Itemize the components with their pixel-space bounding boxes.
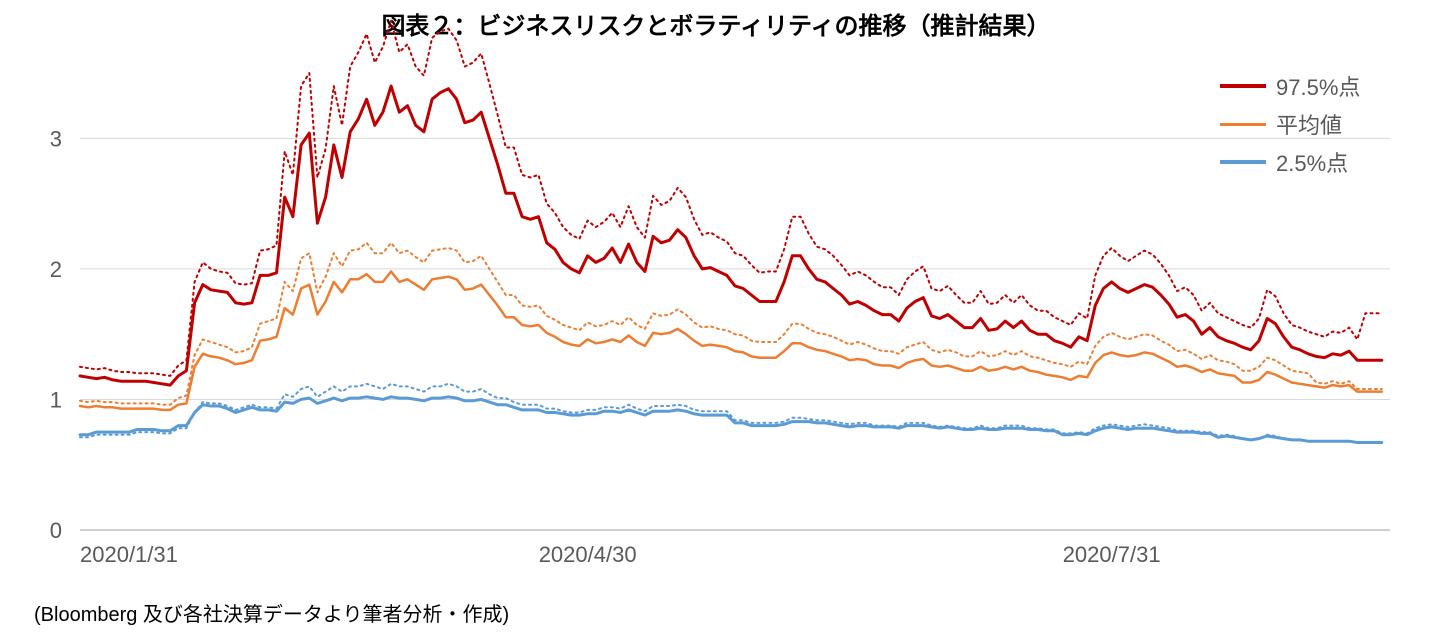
- chart-legend: 97.5%点平均値 2.5%点: [1220, 70, 1360, 184]
- svg-text:2020/7/31: 2020/7/31: [1063, 542, 1161, 567]
- svg-text:2020/1/31: 2020/1/31: [80, 542, 178, 567]
- svg-text:2020/4/30: 2020/4/30: [539, 542, 637, 567]
- series-p975_solid: [80, 86, 1382, 385]
- legend-label: 97.5%点: [1276, 70, 1360, 102]
- legend-item: 平均値: [1220, 108, 1360, 140]
- legend-label: 2.5%点: [1276, 146, 1348, 178]
- legend-item: 2.5%点: [1220, 146, 1360, 178]
- series-mean_dotted: [80, 243, 1382, 405]
- legend-label: 平均値: [1276, 108, 1342, 140]
- legend-swatch: [1220, 84, 1266, 88]
- series-p975_dotted: [80, 21, 1382, 376]
- chart-plot: 0 1 2 3 2020/1/31 2020/4/30 2020/7/31: [0, 0, 1432, 637]
- svg-text:0: 0: [50, 518, 62, 543]
- legend-swatch: [1220, 123, 1266, 126]
- series-p25_solid: [80, 397, 1382, 443]
- chart-container: 図表２：ビジネスリスクとボラティリティの推移（推計結果） 01232020/1/…: [0, 0, 1432, 637]
- svg-text:2: 2: [50, 257, 62, 282]
- svg-text:3: 3: [50, 126, 62, 151]
- series-p25_dotted: [80, 384, 1382, 443]
- svg-text:1: 1: [50, 387, 62, 412]
- legend-item: 97.5%点: [1220, 70, 1360, 102]
- series-mean_solid: [80, 272, 1382, 410]
- chart-footnote: (Bloomberg 及び各社決算データより筆者分析・作成): [34, 598, 509, 627]
- legend-swatch: [1220, 160, 1266, 164]
